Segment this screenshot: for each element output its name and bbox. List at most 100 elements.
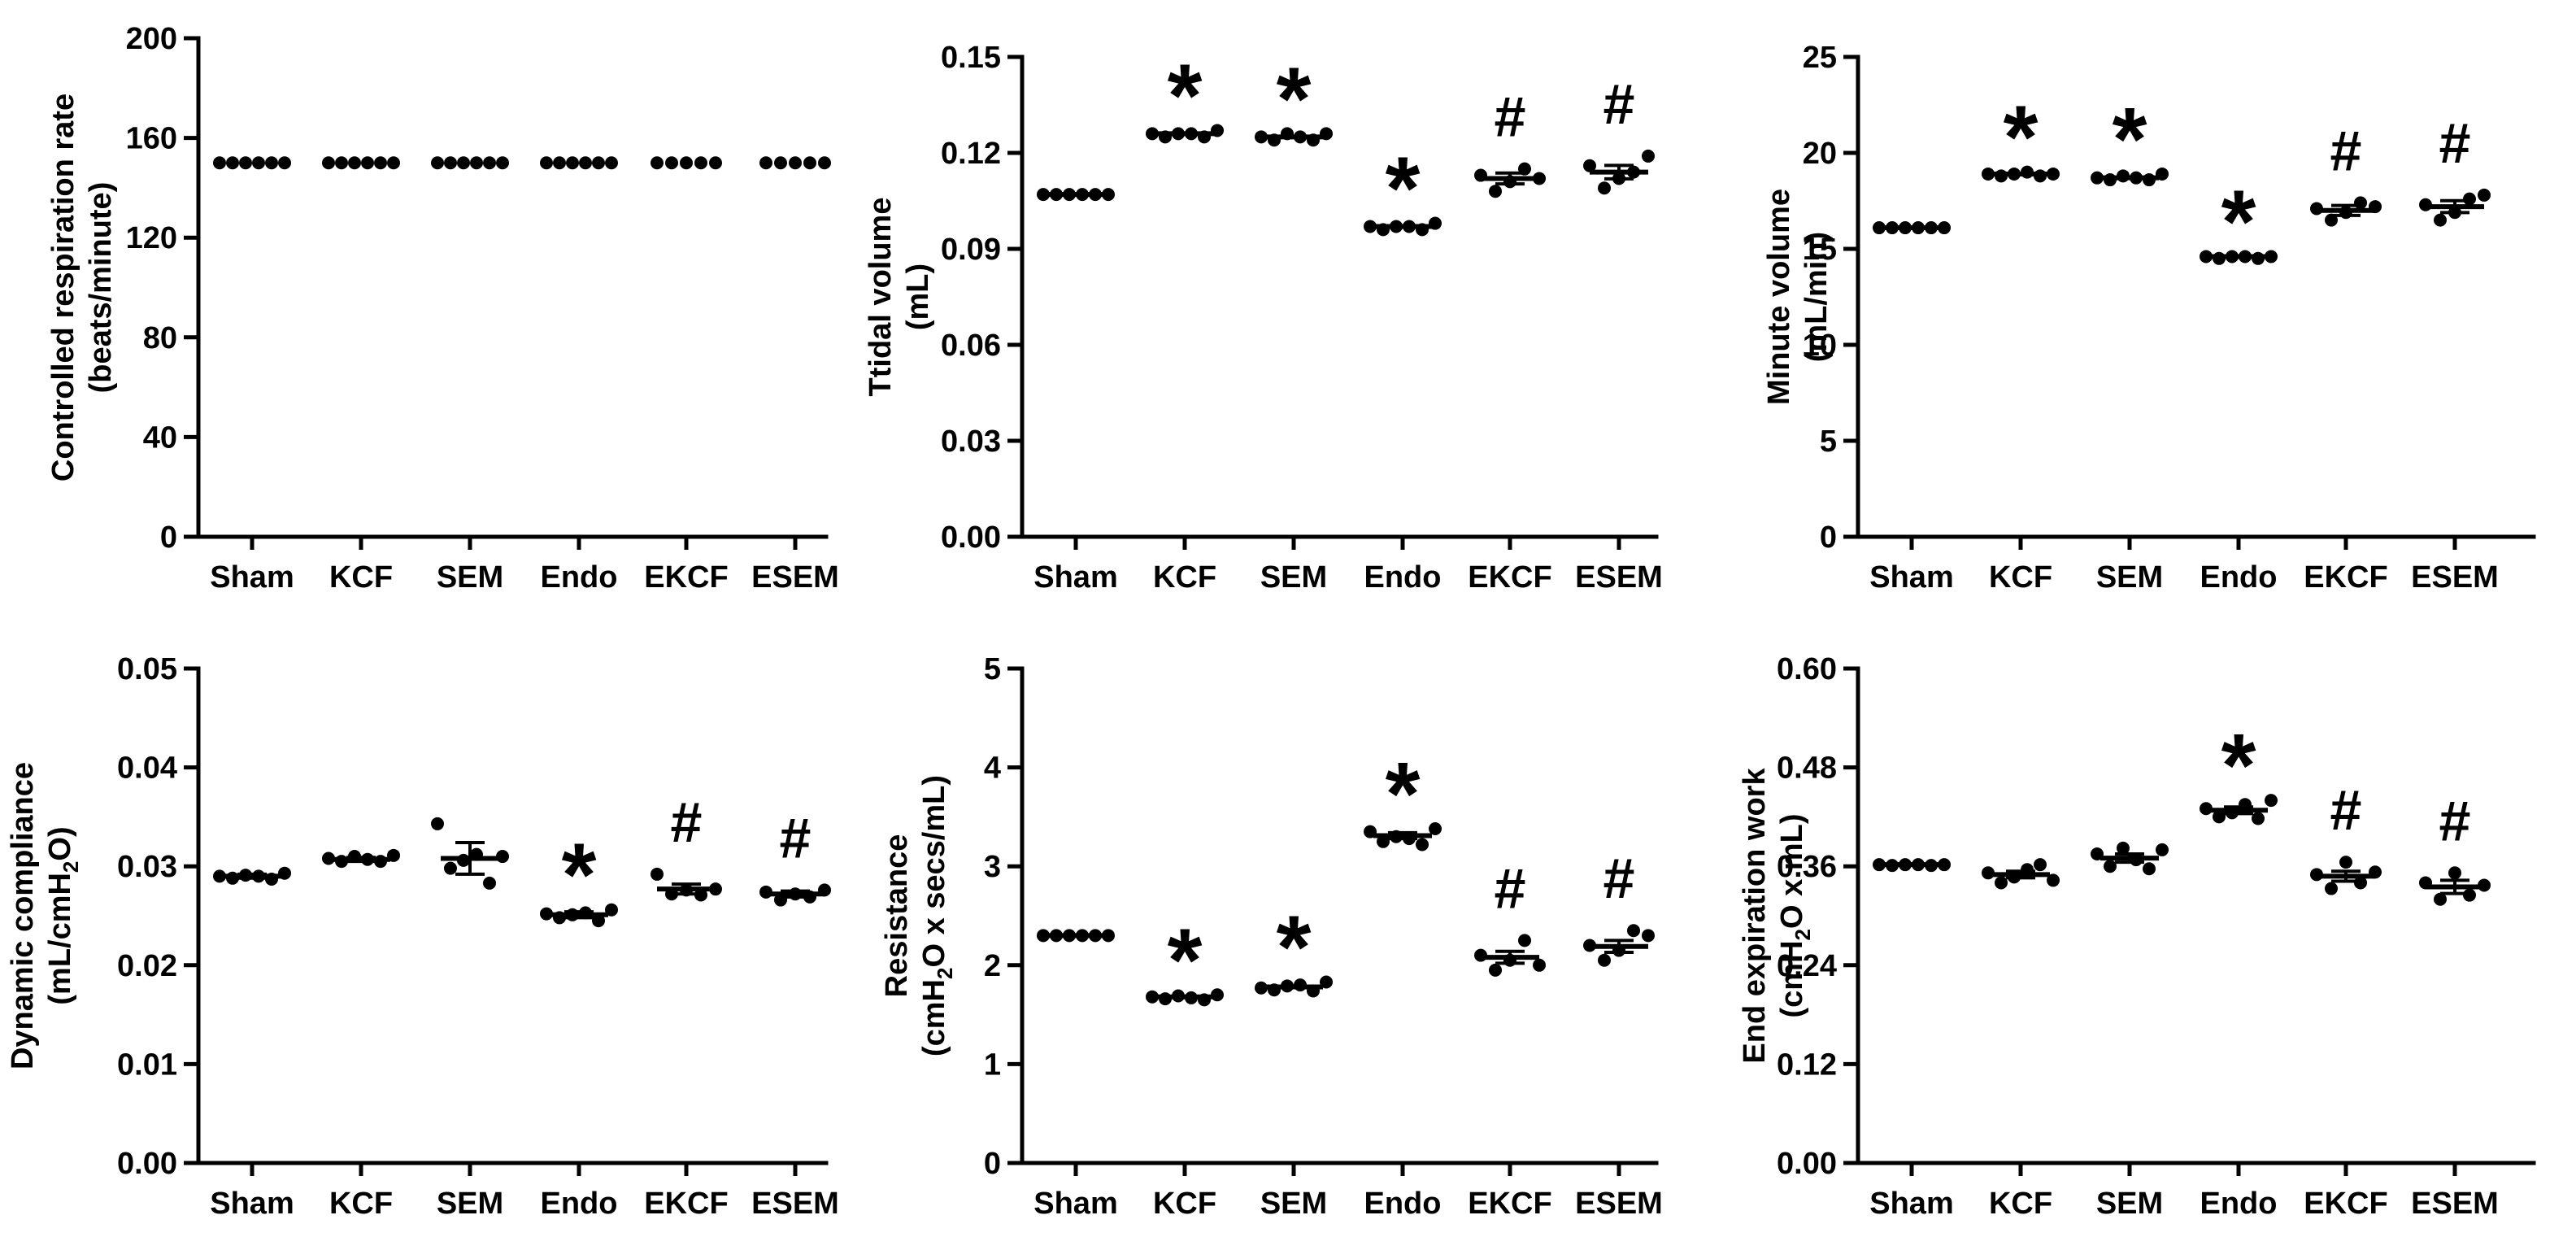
data-point [1089, 188, 1102, 202]
data-point [265, 156, 278, 170]
data-point [226, 156, 239, 170]
data-point [2478, 878, 2491, 892]
data-point [1627, 165, 1640, 179]
data-point [2104, 860, 2117, 873]
data-point [431, 156, 444, 170]
group-ekcf: # [2310, 778, 2382, 895]
data-point [818, 156, 831, 170]
data-point [709, 156, 722, 170]
data-point [2104, 173, 2117, 187]
x-tick-label: EKCF [1468, 560, 1551, 595]
data-point [335, 156, 348, 170]
data-point [2034, 169, 2047, 183]
data-point [2008, 167, 2021, 181]
data-point [2156, 843, 2169, 856]
data-point [680, 883, 693, 897]
data-point [2265, 250, 2278, 264]
data-point [2034, 858, 2047, 872]
significance-hash: # [780, 806, 812, 869]
data-point [2117, 169, 2130, 183]
data-point [1583, 159, 1596, 172]
x-tick-label: Sham [210, 560, 294, 595]
data-point [553, 156, 566, 170]
x-tick-label: Endo [1364, 560, 1442, 595]
data-point [496, 156, 509, 170]
x-tick-label: Endo [2200, 1187, 2278, 1221]
data-point [2478, 188, 2491, 202]
data-point [1598, 953, 1611, 967]
data-point [2130, 853, 2143, 867]
x-tick-label: KCF [329, 1187, 393, 1221]
data-point [1518, 162, 1531, 176]
data-point [483, 876, 496, 890]
x-tick-label: SEM [437, 560, 503, 595]
data-point [605, 903, 618, 917]
y-axis-label: Minute volume (mL/min) [1762, 189, 1834, 405]
group-sem [431, 817, 509, 890]
data-point [1172, 989, 1185, 1003]
group-sem [2091, 841, 2169, 876]
data-point [579, 906, 592, 920]
y-tick-label: 200 [126, 22, 177, 56]
y-tick-label: 160 [126, 122, 177, 156]
data-point [540, 156, 553, 170]
group-endo: * [540, 825, 618, 928]
y-axis-label: End expiration work (cmH2O x mL) [1738, 768, 1815, 1064]
significance-hash: # [2439, 111, 2471, 175]
data-point [1255, 130, 1268, 144]
data-point [1377, 223, 1390, 237]
x-tick-label: EKCF [1468, 1187, 1551, 1221]
significance-hash: # [1495, 85, 1526, 149]
group-sham [1037, 188, 1115, 202]
data-point [2252, 251, 2265, 265]
significance-star: * [2221, 716, 2256, 816]
data-point [1982, 167, 1995, 181]
data-point [213, 156, 226, 170]
significance-hash: # [671, 791, 703, 854]
data-point [374, 156, 387, 170]
data-point [1642, 149, 1655, 163]
data-point [2369, 865, 2382, 879]
y-tick-label: 1 [984, 1048, 1001, 1082]
panel-6: 0.00 0.12 0.24 0.36 0.48 0.60 Sham KCF SEM Endo EK… [1738, 652, 2536, 1221]
y-tick-label: 0.36 [1777, 850, 1837, 884]
y-tick-label: 40 [143, 420, 177, 455]
data-point [1076, 929, 1089, 943]
data-point [1886, 221, 1899, 235]
data-point [2213, 810, 2226, 824]
data-point [1503, 953, 1516, 967]
y-tick-label: 0.00 [941, 520, 1001, 555]
data-point [1185, 127, 1198, 141]
data-point [496, 850, 509, 864]
data-point [1642, 929, 1655, 943]
data-point [1938, 221, 1951, 235]
data-point [1403, 832, 1416, 846]
group-esem [759, 156, 831, 170]
data-point [694, 156, 707, 170]
y-tick-label: 0 [1820, 520, 1837, 555]
group-kcf: * [1146, 910, 1224, 1010]
data-point [2091, 171, 2104, 185]
data-point [1489, 963, 1502, 977]
data-point [239, 869, 252, 882]
significance-star: * [2221, 172, 2256, 272]
data-point [1925, 859, 1938, 873]
data-point [803, 890, 816, 904]
data-point [1627, 924, 1640, 938]
data-point [592, 914, 605, 928]
data-point [1429, 821, 1442, 835]
data-point [1307, 984, 1320, 998]
y-tick-label: 4 [984, 751, 1001, 786]
x-tick-label: SEM [1260, 1187, 1327, 1221]
data-point [2434, 892, 2447, 906]
data-point [566, 156, 579, 170]
y-tick-label: 0.01 [117, 1048, 177, 1082]
panel-2: 0.00 0.03 0.06 0.09 0.12 0.15 Sham KCF SEM Endo EK… [864, 41, 1663, 595]
y-tick-label: 0.05 [117, 652, 177, 686]
data-point [2239, 250, 2252, 264]
data-point [335, 855, 348, 869]
data-point [1268, 983, 1281, 997]
data-point [1503, 175, 1516, 189]
y-tick-label: 2 [984, 949, 1001, 983]
